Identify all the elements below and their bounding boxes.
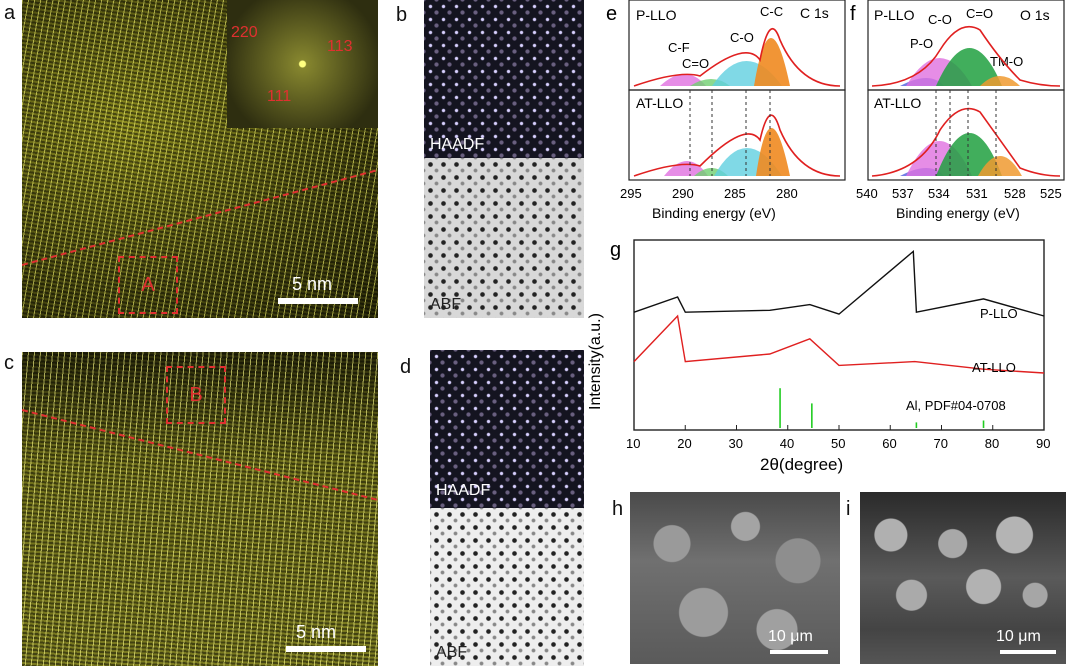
xps-o-top-label: P-LLO xyxy=(874,7,915,23)
xps-o-bottom-envelope xyxy=(871,107,1061,177)
sem-image-h: 10 μm xyxy=(630,492,840,664)
scale-text-c: 5 nm xyxy=(296,622,337,642)
xrd-series-1 xyxy=(633,314,1045,374)
panel-letter-c: c xyxy=(4,352,14,374)
xrd-series-label-al: Al, PDF#04-0708 xyxy=(906,398,1006,413)
xps-o-tick-6: 525 xyxy=(1040,186,1062,201)
xrd-series-0 xyxy=(633,249,1045,317)
panel-letter-b: b xyxy=(396,4,408,26)
xps-c-tick-2: 290 xyxy=(672,186,694,201)
xrd-tick-label: 50 xyxy=(831,436,845,451)
xrd-tick-label: 10 xyxy=(626,436,640,451)
xps-o-top-tmo-peak xyxy=(980,76,1020,86)
xps-o-tick-1: 540 xyxy=(856,186,878,201)
xps-c-bottom-frame xyxy=(628,89,846,181)
xps-o-peak-po: P-O xyxy=(910,36,933,51)
xrd-series-label-p: P-LLO xyxy=(980,306,1018,321)
xps-o-bottom-label: AT-LLO xyxy=(874,95,921,111)
xps-c-peak-cc: C-C xyxy=(760,4,783,19)
scale-bar-h xyxy=(770,650,828,654)
fft-label-220: 220 xyxy=(231,24,258,41)
xps-o-peak-tmo: TM-O xyxy=(990,54,1023,69)
xps-o-peak-c-double-o: C=O xyxy=(966,6,993,21)
stem-image-a: 220 113 111 A 5 nm xyxy=(22,0,378,318)
panel-letter-i: i xyxy=(846,498,851,520)
xps-o-core-label: O 1s xyxy=(1020,7,1050,23)
xrd-series-label-at: AT-LLO xyxy=(972,360,1016,375)
xps-c-peak-co: C-O xyxy=(730,30,754,45)
xrd-tick-label: 30 xyxy=(729,436,743,451)
abf-image-b: ABF xyxy=(424,158,584,318)
xrd-ticks: 10 20 30 40 50 60 70 80 90 xyxy=(626,425,1050,451)
abf-label-b: ABF xyxy=(430,296,462,313)
panel-letter-a: a xyxy=(4,2,16,24)
xrd-tick-label: 40 xyxy=(780,436,794,451)
scale-bar-a xyxy=(278,298,358,304)
xps-o-bottom-tmo-peak xyxy=(978,156,1022,176)
panel-letter-d: d xyxy=(400,356,412,378)
xrd-tick-label: 60 xyxy=(882,436,896,451)
fft-label-113: 113 xyxy=(327,38,353,55)
region-box-a: A xyxy=(118,256,178,314)
xrd-tick-label: 90 xyxy=(1036,436,1050,451)
panel-letter-f: f xyxy=(850,3,856,25)
xps-o-tick-4: 531 xyxy=(966,186,988,201)
fft-inset: 220 113 111 xyxy=(227,0,378,128)
xps-c-tick-3: 285 xyxy=(724,186,746,201)
xps-c-tick-4: 280 xyxy=(776,186,798,201)
xps-c-bottom-cc-peak xyxy=(756,128,790,176)
scale-text-i: 10 μm xyxy=(996,628,1041,645)
xps-o-top-c-double-o-peak xyxy=(936,48,1002,86)
haadf-label-b: HAADF xyxy=(430,136,485,153)
xrd-plot-area xyxy=(633,249,1045,428)
xps-c-bottom-label: AT-LLO xyxy=(636,95,683,111)
xps-c-tick-1: 295 xyxy=(620,186,642,201)
xps-o-tick-2: 537 xyxy=(892,186,914,201)
xrd-tick-label: 80 xyxy=(985,436,999,451)
haadf-image-b: HAADF xyxy=(424,0,584,158)
xps-o-top-envelope xyxy=(871,25,1061,87)
panel-letter-h: h xyxy=(612,498,624,520)
xps-o-bottom-frame xyxy=(867,89,1065,181)
scale-text-a: 5 nm xyxy=(292,274,333,294)
panel-letter-g: g xyxy=(610,239,621,261)
sem-image-i: 10 μm xyxy=(860,492,1066,664)
xps-o-peak-co: C-O xyxy=(928,12,952,27)
xps-c-peak-cf: C-F xyxy=(668,40,690,55)
fft-label-111: 111 xyxy=(267,88,292,105)
interface-line-c xyxy=(22,409,378,501)
xps-c-top-envelope xyxy=(633,28,841,87)
xps-c-core-label: C 1s xyxy=(800,5,829,21)
xps-c-bottom-envelope xyxy=(633,114,841,177)
xrd-ylabel: Intensity(a.u.) xyxy=(587,313,604,410)
scale-bar-i xyxy=(1000,650,1056,654)
xrd-tick-label: 20 xyxy=(677,436,691,451)
xrd-tick-label: 70 xyxy=(934,436,948,451)
xps-o-tick-5: 528 xyxy=(1004,186,1026,201)
xps-c-xlabel: Binding energy (eV) xyxy=(652,205,776,221)
haadf-image-d: HAADF xyxy=(430,350,584,508)
haadf-label-d: HAADF xyxy=(436,482,491,499)
xps-c-top-label: P-LLO xyxy=(636,7,677,23)
scale-bar-c xyxy=(286,646,366,652)
xps-c-top-cf-peak xyxy=(660,74,706,86)
xps-o-tick-3: 534 xyxy=(928,186,950,201)
interface-line-a xyxy=(22,169,378,266)
xps-c-top-cc-peak xyxy=(754,38,790,86)
xps-o-xlabel: Binding energy (eV) xyxy=(896,205,1020,221)
scale-text-h: 10 μm xyxy=(768,628,813,645)
abf-image-d: ABF xyxy=(430,508,584,666)
xrd-xlabel: 2θ(degree) xyxy=(760,455,843,474)
stem-image-c: B 5 nm xyxy=(22,352,378,666)
region-box-b: B xyxy=(166,366,226,424)
abf-label-d: ABF xyxy=(436,644,468,661)
xps-c-peak-c-double-o: C=O xyxy=(682,56,709,71)
panel-letter-e: e xyxy=(606,3,617,25)
